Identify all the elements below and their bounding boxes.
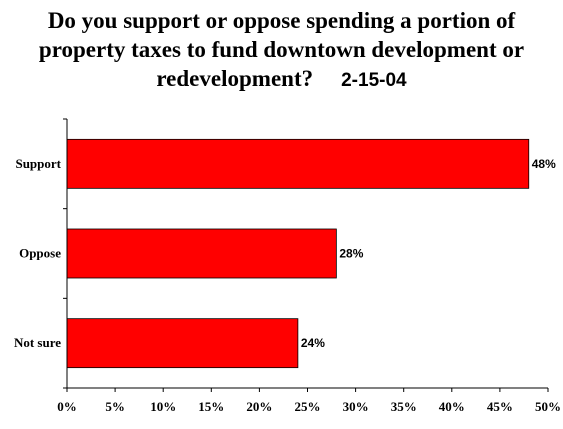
x-tick-label: 5% (105, 399, 125, 414)
value-label-support: 48% (532, 157, 556, 171)
chart-title: Do you support or oppose spending a port… (0, 6, 563, 95)
category-label-not-sure: Not sure (14, 335, 61, 350)
bar-oppose (66, 228, 337, 279)
x-tick-label: 0% (57, 399, 77, 414)
x-tick-label: 35% (391, 399, 417, 414)
x-tick-label: 30% (343, 399, 369, 414)
value-label-oppose: 28% (339, 247, 363, 261)
x-tick-label: 10% (150, 399, 176, 414)
x-tick-label: 45% (487, 399, 513, 414)
axes-group: Support 48% Oppose 28% Not sure 24% 0% 5% 10% 15%… (14, 118, 561, 414)
category-label-support: Support (15, 156, 61, 171)
value-label-not-sure: 24% (301, 336, 325, 350)
bar-not-sure (66, 318, 299, 369)
category-label-oppose: Oppose (19, 246, 61, 261)
bars-group (66, 138, 530, 369)
bar-support (66, 138, 530, 189)
title-line-3: redevelopment? (156, 66, 314, 91)
title-line-1: Do you support or oppose spending a port… (47, 8, 516, 33)
x-tick-label: 40% (439, 399, 465, 414)
x-tick-label: 15% (198, 399, 224, 414)
title-date: 2-15-04 (341, 70, 407, 91)
x-tick-label: 50% (535, 399, 561, 414)
title-line-2: property taxes to fund downtown developm… (38, 37, 525, 62)
x-tick-label: 20% (246, 399, 272, 414)
x-tick-label: 25% (295, 399, 321, 414)
